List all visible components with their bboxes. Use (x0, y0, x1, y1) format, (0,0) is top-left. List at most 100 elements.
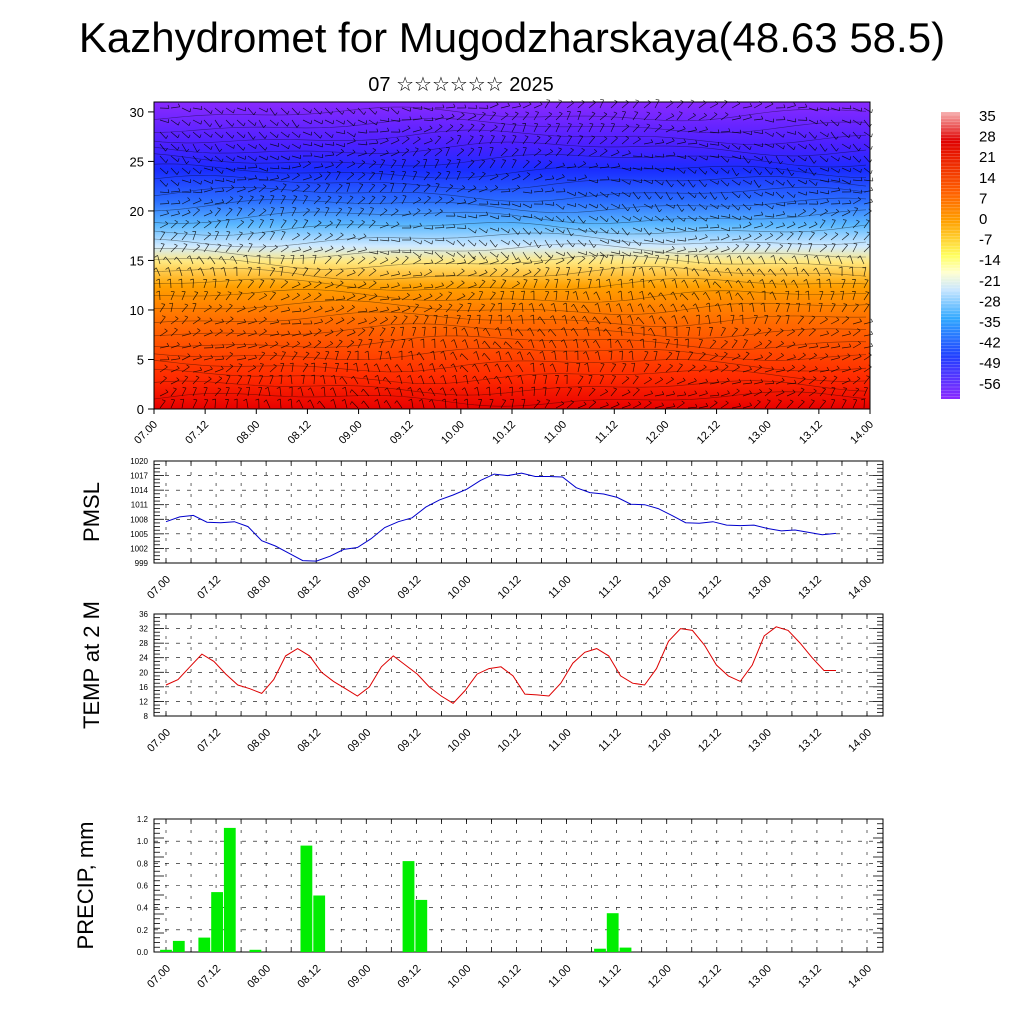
contour-line (153, 289, 867, 303)
y-tick-label: 24 (139, 654, 148, 663)
x-tick-label: 08.00 (245, 963, 273, 991)
contour-line (153, 266, 867, 281)
x-tick-label: 10.12 (496, 574, 524, 602)
contour-line (154, 243, 867, 259)
x-tick-label: 07.00 (145, 574, 173, 602)
colorbar-label: 21 (979, 149, 996, 166)
colorbar-label: -42 (979, 335, 1001, 352)
contour-line (153, 175, 867, 191)
y-tick-label: 16 (139, 683, 148, 692)
x-tick-label: 07.12 (183, 419, 211, 447)
precip-bar (313, 895, 326, 952)
x-tick-label: 09.12 (388, 419, 416, 447)
x-tick-label: 09.12 (396, 963, 424, 991)
x-tick-label: 07.00 (145, 727, 173, 755)
x-tick-label: 13.12 (797, 419, 825, 447)
x-tick-label: 13.12 (796, 963, 824, 991)
y-tick-label: 1.2 (137, 815, 149, 824)
x-tick-label: 13.00 (746, 574, 774, 602)
contour-line (153, 335, 867, 350)
colorbar-label: -49 (979, 355, 1001, 372)
precip-bar (223, 827, 236, 952)
page-subtitle: 07 ☆☆☆☆☆☆ 2025 (368, 74, 554, 96)
precip-x-axis: 07.00 07.12 08.00 08.12 09.00 09.12 10.00 10.12… (145, 963, 874, 991)
x-tick-label: 12.00 (646, 727, 674, 755)
contour-line (153, 232, 867, 248)
precip-grid (154, 819, 883, 952)
colorbar-label: -28 (979, 293, 1001, 310)
x-tick-label: 13.00 (746, 419, 774, 447)
y-tick-label: 28 (139, 639, 148, 648)
colorbar-lines (941, 114, 960, 397)
x-tick-label: 10.00 (446, 574, 474, 602)
contour-line (153, 209, 867, 224)
temp-grid (154, 614, 883, 716)
colorbar-labels: 35 28 21 14 7 0 -7 -14 -21 -28 -35 -42 -49 -56 (979, 108, 1001, 393)
y-tick-label: 0.0 (137, 948, 149, 957)
y-tick-label: 36 (139, 610, 148, 619)
temp-line (165, 626, 836, 704)
cross-section-field (154, 102, 870, 409)
pmsl-grid (154, 461, 883, 563)
y-tick-label: 5 (137, 352, 144, 367)
pmsl-chart: 999 1002 1005 1008 1011 1014 1017 1020 07.00 07.1… (79, 457, 884, 602)
contour-line (153, 254, 867, 270)
pmsl-series (165, 472, 837, 562)
x-tick-label: 10.12 (496, 963, 524, 991)
temp-series (165, 626, 836, 704)
precip-bar (160, 949, 172, 952)
y-tick-label: 0.8 (137, 859, 149, 868)
cross-section-chart: 0 5 10 15 20 25 30 07.00 07.12 08.00 08.12 09.00 09… (130, 99, 876, 447)
x-tick-label: 13.12 (796, 574, 824, 602)
x-tick-label: 13.00 (746, 963, 774, 991)
x-tick-label: 12.12 (696, 963, 724, 991)
contour-line (153, 300, 867, 315)
contour-line (153, 347, 867, 361)
colorbar-label: -7 (979, 232, 992, 249)
x-tick-label: 14.00 (846, 574, 874, 602)
y-tick-label: 12 (139, 697, 148, 706)
y-tick-label: 1002 (130, 544, 148, 553)
y-tick-label: 0.2 (137, 926, 149, 935)
y-tick-label: 15 (130, 253, 144, 268)
temp-y-axis: 8 12 16 20 24 28 32 36 (139, 610, 148, 721)
precip-y-axis: 0.0 0.2 0.4 0.6 0.8 1.0 1.2 (137, 815, 149, 957)
pmsl-ticks (154, 460, 883, 564)
x-tick-label: 07.12 (195, 574, 223, 602)
y-tick-label: 25 (130, 154, 144, 169)
colorbar-label: -56 (979, 376, 1001, 393)
precip-bar (415, 899, 428, 952)
colorbar-label: 35 (979, 108, 996, 125)
x-tick-label: 09.12 (396, 574, 424, 602)
x-tick-label: 08.12 (286, 419, 314, 447)
y-tick-label: 10 (130, 303, 144, 318)
temp-ticks (154, 613, 883, 717)
temp-x-axis: 07.00 07.12 08.00 08.12 09.00 09.12 10.00 10.12… (145, 727, 874, 755)
y-tick-label: 20 (130, 204, 144, 219)
temp-y-label: TEMP at 2 M (79, 601, 104, 729)
contour-line (153, 106, 867, 122)
precip-y-label: PRECIP, mm (73, 822, 98, 950)
x-tick-label: 11.12 (596, 963, 623, 990)
x-tick-label: 08.12 (295, 963, 323, 991)
x-tick-label: 07.00 (132, 419, 160, 447)
pmsl-line (165, 472, 837, 562)
y-tick-label: 20 (139, 668, 148, 677)
y-tick-label: 0.6 (137, 882, 149, 891)
x-tick-label: 08.00 (245, 727, 273, 755)
contour-line (153, 141, 867, 157)
y-tick-label: 30 (130, 105, 144, 120)
x-tick-label: 11.12 (593, 419, 620, 446)
y-tick-label: 1011 (131, 501, 149, 510)
cross-section-x-axis: 07.00 07.12 08.00 08.12 09.00 09.12 10.00 10.12… (132, 409, 876, 447)
colorbar-label: -21 (979, 273, 1001, 290)
contour-line (153, 118, 867, 134)
x-tick-label: 11.12 (596, 574, 623, 601)
x-tick-label: 10.12 (496, 727, 524, 755)
x-tick-label: 14.00 (846, 727, 874, 755)
x-tick-label: 09.12 (396, 727, 424, 755)
contour-line (153, 380, 867, 396)
colorbar-label: -35 (979, 314, 1001, 331)
cross-section-contours (153, 106, 867, 407)
contour-line (153, 163, 867, 179)
